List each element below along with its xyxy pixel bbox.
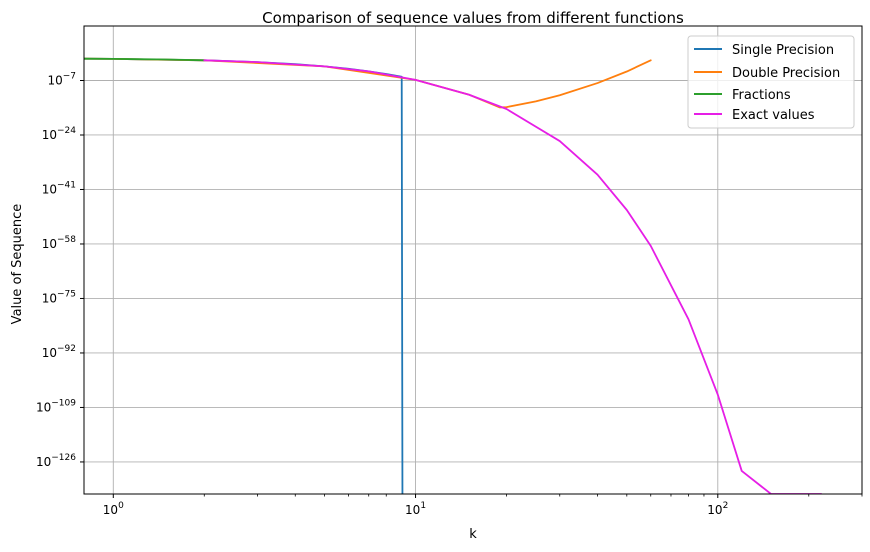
y-tick-label-base: 10	[42, 182, 57, 196]
x-tick-label-exponent: 0	[118, 501, 124, 511]
y-tick-label: 10−24	[42, 126, 77, 142]
x-tick-label-base: 10	[103, 503, 118, 517]
y-tick-label: 10−58	[42, 235, 77, 251]
y-tick-label-base: 10	[36, 455, 51, 469]
y-tick-label: 10−92	[42, 344, 76, 360]
y-tick-label-exponent: −7	[63, 71, 76, 81]
y-tick-label: 10−75	[42, 289, 76, 305]
series-line-exact	[203, 59, 823, 494]
y-tick-label-base: 10	[42, 291, 57, 305]
x-tick-label: 101	[405, 501, 426, 517]
chart-title: Comparison of sequence values from diffe…	[262, 9, 684, 27]
y-axis-label: Value of Sequence	[10, 204, 25, 325]
x-tick-label: 102	[707, 501, 728, 517]
y-tick-label-exponent: −41	[57, 180, 76, 190]
y-tick-label-exponent: −24	[57, 126, 76, 136]
series-layer	[84, 57, 823, 494]
tick-labels: 100 101 10210−710−2410−4110−5810−7510−9210…	[36, 71, 728, 517]
y-tick-label: 10−7	[47, 71, 76, 87]
x-tick-label-exponent: 1	[420, 501, 426, 511]
legend-label-double: Double Precision	[732, 66, 840, 81]
legend-label-exact: Exact values	[732, 108, 815, 123]
y-tick-label-base: 10	[36, 400, 51, 414]
ticks	[80, 79, 863, 498]
x-axis-label: k	[469, 527, 477, 542]
x-tick-label: 100	[103, 501, 124, 517]
y-tick-label-base: 10	[42, 237, 57, 251]
legend-label-fractions: Fractions	[732, 88, 791, 103]
legend: Single Precision Double Precision Fracti…	[687, 35, 855, 129]
y-tick-label-exponent: −58	[57, 235, 76, 245]
y-tick-label-base: 10	[47, 73, 62, 87]
x-tick-label-base: 10	[405, 503, 420, 517]
y-tick-label-exponent: −75	[57, 289, 76, 299]
series-line-fractions	[84, 57, 206, 62]
y-tick-label-base: 10	[42, 128, 57, 142]
legend-box	[687, 35, 855, 129]
y-tick-label: 10−41	[42, 180, 76, 196]
y-tick-label-exponent: −126	[51, 453, 76, 463]
y-tick-label: 10−109	[36, 398, 76, 414]
y-tick-label-base: 10	[42, 346, 57, 360]
y-tick-label-exponent: −92	[57, 344, 76, 354]
legend-label-single: Single Precision	[732, 43, 834, 58]
y-tick-label: 10−126	[36, 453, 76, 469]
plot-frame	[83, 25, 863, 495]
x-tick-label-base: 10	[707, 503, 722, 517]
y-tick-label-exponent: −109	[51, 398, 76, 408]
x-tick-label-exponent: 2	[723, 501, 729, 511]
